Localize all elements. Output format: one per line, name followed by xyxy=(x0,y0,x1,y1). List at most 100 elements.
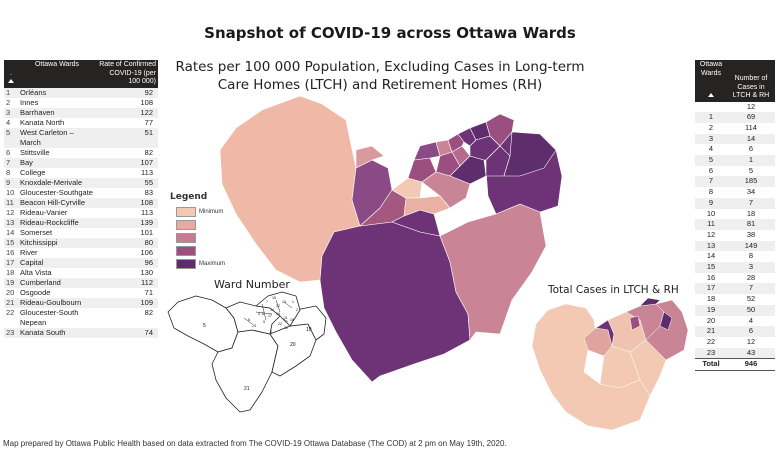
ward-index: 1 xyxy=(4,87,18,98)
ward-name: Kanata North xyxy=(20,117,65,127)
ward-name: Somerset xyxy=(20,227,53,237)
ward-number-label: 21 xyxy=(244,386,250,392)
ltch-cases-row[interactable]: 7 185 xyxy=(695,176,775,188)
ward-rate-row[interactable]: 9 Knoxdale-Merivale 55 xyxy=(4,177,158,188)
ward-rate-row[interactable]: 8 College 113 xyxy=(4,168,158,178)
ward-rate-row[interactable]: 1 Orléans 92 xyxy=(4,87,158,98)
ward-rate: 51 xyxy=(96,127,158,148)
ltch-case-count: 81 xyxy=(727,219,775,230)
ward-name: Capital xyxy=(18,257,96,268)
ward-9-region xyxy=(391,177,423,199)
ward-rate-row[interactable]: 4 Kanata North 77 xyxy=(4,118,158,128)
ward-rate-row[interactable]: 2 Innes 108 xyxy=(4,98,158,108)
ward-rate-row[interactable]: 14 Somerset 101 xyxy=(4,228,158,238)
map-legend: Legend Minimum Maximum xyxy=(170,192,240,271)
legend-label: Minimum xyxy=(199,209,224,215)
ward-rate-row[interactable]: 11 Beacon Hill-Cyrville 108 xyxy=(4,197,158,208)
ward-rate-row[interactable]: 6 Stittsville 82 xyxy=(4,148,158,158)
ltch-case-count: 5 xyxy=(748,165,754,175)
ward-rate-row[interactable]: 19 Cumberland 112 xyxy=(4,277,158,288)
ward-rate-row[interactable]: 22 Gloucester-South Nepean 82 xyxy=(4,308,158,328)
ward-index: 20 xyxy=(6,287,15,297)
ltch-cases-row[interactable]: 8 34 xyxy=(695,187,775,198)
ltch-cases-row[interactable]: 2 114 xyxy=(695,123,775,134)
ward-rate-row[interactable]: 23 Kanata South 74 xyxy=(4,327,158,338)
ltch-cases-row[interactable]: 11 81 xyxy=(695,219,775,230)
ward-name: Osgoode xyxy=(20,287,51,297)
ward-rate-row[interactable]: 21 Rideau-Goulbourn 109 xyxy=(4,297,158,308)
ward-14-region xyxy=(447,133,465,153)
ltch-cases-row[interactable]: 3 14 xyxy=(695,133,775,145)
ward-name: Gloucester-South Nepean xyxy=(20,307,79,327)
ward-rate-row[interactable]: 5 West Carleton – March 51 xyxy=(4,127,158,148)
ward-name: Alta Vista xyxy=(20,267,52,277)
ward-rate: 82 xyxy=(144,307,153,317)
ltch-case-count: 114 xyxy=(745,122,757,132)
ltch-cases-row[interactable]: 23 43 xyxy=(695,347,775,359)
ward-rate-row[interactable]: 10 Gloucester-Southgate 83 xyxy=(4,188,158,198)
ltch-cases-row[interactable]: 10 18 xyxy=(695,209,775,220)
legend-item-maximum: Maximum xyxy=(170,258,240,270)
ltch-cases-row[interactable]: 12 38 xyxy=(695,230,775,241)
ltch-cases-column-header[interactable]: Number of Cases in LTCH & RH xyxy=(727,60,775,102)
sort-ascending-icon[interactable] xyxy=(8,79,14,83)
ward-number-label: 10 xyxy=(284,326,288,330)
ltch-ward-number xyxy=(695,102,727,113)
ltch-cases-table: Ottawa Wards Number of Cases in LTCH & R… xyxy=(695,60,775,372)
ltch-case-count: 1 xyxy=(727,155,775,166)
ward-16-region xyxy=(435,151,461,177)
ward-rate-row[interactable]: 20 Osgoode 71 xyxy=(4,288,158,298)
ward-index: 21 xyxy=(4,297,18,308)
ltch-ward-number: 6 xyxy=(708,165,714,175)
ward-index: 6 xyxy=(6,147,11,157)
ward-13-region xyxy=(469,121,491,141)
ltch-case-count: 7 xyxy=(727,197,775,209)
ltch-cases-row[interactable]: 18 52 xyxy=(695,294,775,305)
ltch-ward-column-header[interactable]: Ottawa Wards xyxy=(695,60,727,102)
ltch-cases-row[interactable]: 1 69 xyxy=(695,112,775,123)
ward-column-header[interactable]: Ottawa Wards xyxy=(18,60,96,88)
ltch-cases-row[interactable]: 17 7 xyxy=(695,283,775,295)
ward-number-label: 1 xyxy=(292,300,294,304)
ward-8-region xyxy=(407,157,437,183)
ltch-cases-row[interactable]: 19 50 xyxy=(695,304,775,316)
ltch-cases-row[interactable]: 16 28 xyxy=(695,273,775,284)
ward-rate-row[interactable]: 17 Capital 96 xyxy=(4,257,158,268)
total-row: Total 946 xyxy=(695,358,775,372)
ward-rate-row[interactable]: 7 Bay 107 xyxy=(4,157,158,168)
legend-item-2 xyxy=(170,219,240,231)
legend-item-minimum: Minimum xyxy=(170,206,240,218)
ltch-ward-number: 16 xyxy=(706,272,716,282)
ward-rate-row[interactable]: 15 Kitchissippi 80 xyxy=(4,237,158,248)
index-header[interactable]: . xyxy=(4,60,18,88)
ward-number-label: 20 xyxy=(290,342,296,348)
ltch-cases-row[interactable]: 14 8 xyxy=(695,251,775,262)
ward-19-region xyxy=(485,131,563,215)
legend-swatch xyxy=(176,233,196,243)
sort-ascending-icon[interactable] xyxy=(708,93,714,97)
ltch-cases-row[interactable]: 13 149 xyxy=(695,240,775,252)
ward-number-label: 12 xyxy=(276,304,280,308)
ltch-cases-row[interactable]: 15 3 xyxy=(695,262,775,273)
ward-rate-row[interactable]: 3 Barrhaven 122 xyxy=(4,107,158,118)
ltch-cases-row[interactable]: 22 12 xyxy=(695,337,775,348)
ward-10-region xyxy=(421,171,471,209)
ltch-cases-row[interactable]: 12 xyxy=(695,102,775,113)
ltch-case-count: 149 xyxy=(727,240,775,252)
ltch-cases-row[interactable]: 20 4 xyxy=(695,316,775,327)
ltch-cases-table-body: 12 1 69 2 114 3 14 4 6 5 1 6 5 7 185 8 34 9 7 10 18 11 81 12 38 1… xyxy=(695,102,775,359)
ltch-cases-row[interactable]: 21 6 xyxy=(695,326,775,337)
ward-number-label: 22 xyxy=(278,322,282,326)
legend-swatch xyxy=(176,259,196,269)
ltch-case-count: 3 xyxy=(727,262,775,273)
ltch-ward-number: 23 xyxy=(695,347,727,359)
ward-rate-row[interactable]: 16 River 106 xyxy=(4,248,158,258)
ward-rate-row[interactable]: 18 Alta Vista 130 xyxy=(4,268,158,278)
ward-rate-row[interactable]: 13 Rideau-Rockcliffe 139 xyxy=(4,217,158,228)
ward-rate-row[interactable]: 12 Rideau-Vanier 113 xyxy=(4,208,158,218)
rate-column-header[interactable]: Rate of Confirmed COVID-19 (per 100 000) xyxy=(96,60,158,88)
